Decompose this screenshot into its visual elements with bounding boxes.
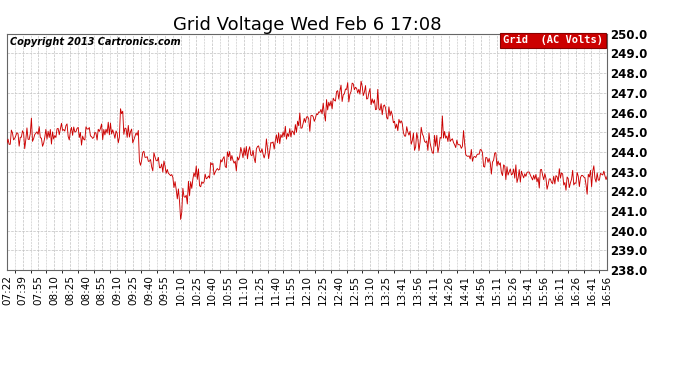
Title: Grid Voltage Wed Feb 6 17:08: Grid Voltage Wed Feb 6 17:08 — [172, 16, 442, 34]
Text: Copyright 2013 Cartronics.com: Copyright 2013 Cartronics.com — [10, 37, 181, 47]
Text: Grid  (AC Volts): Grid (AC Volts) — [503, 35, 603, 45]
